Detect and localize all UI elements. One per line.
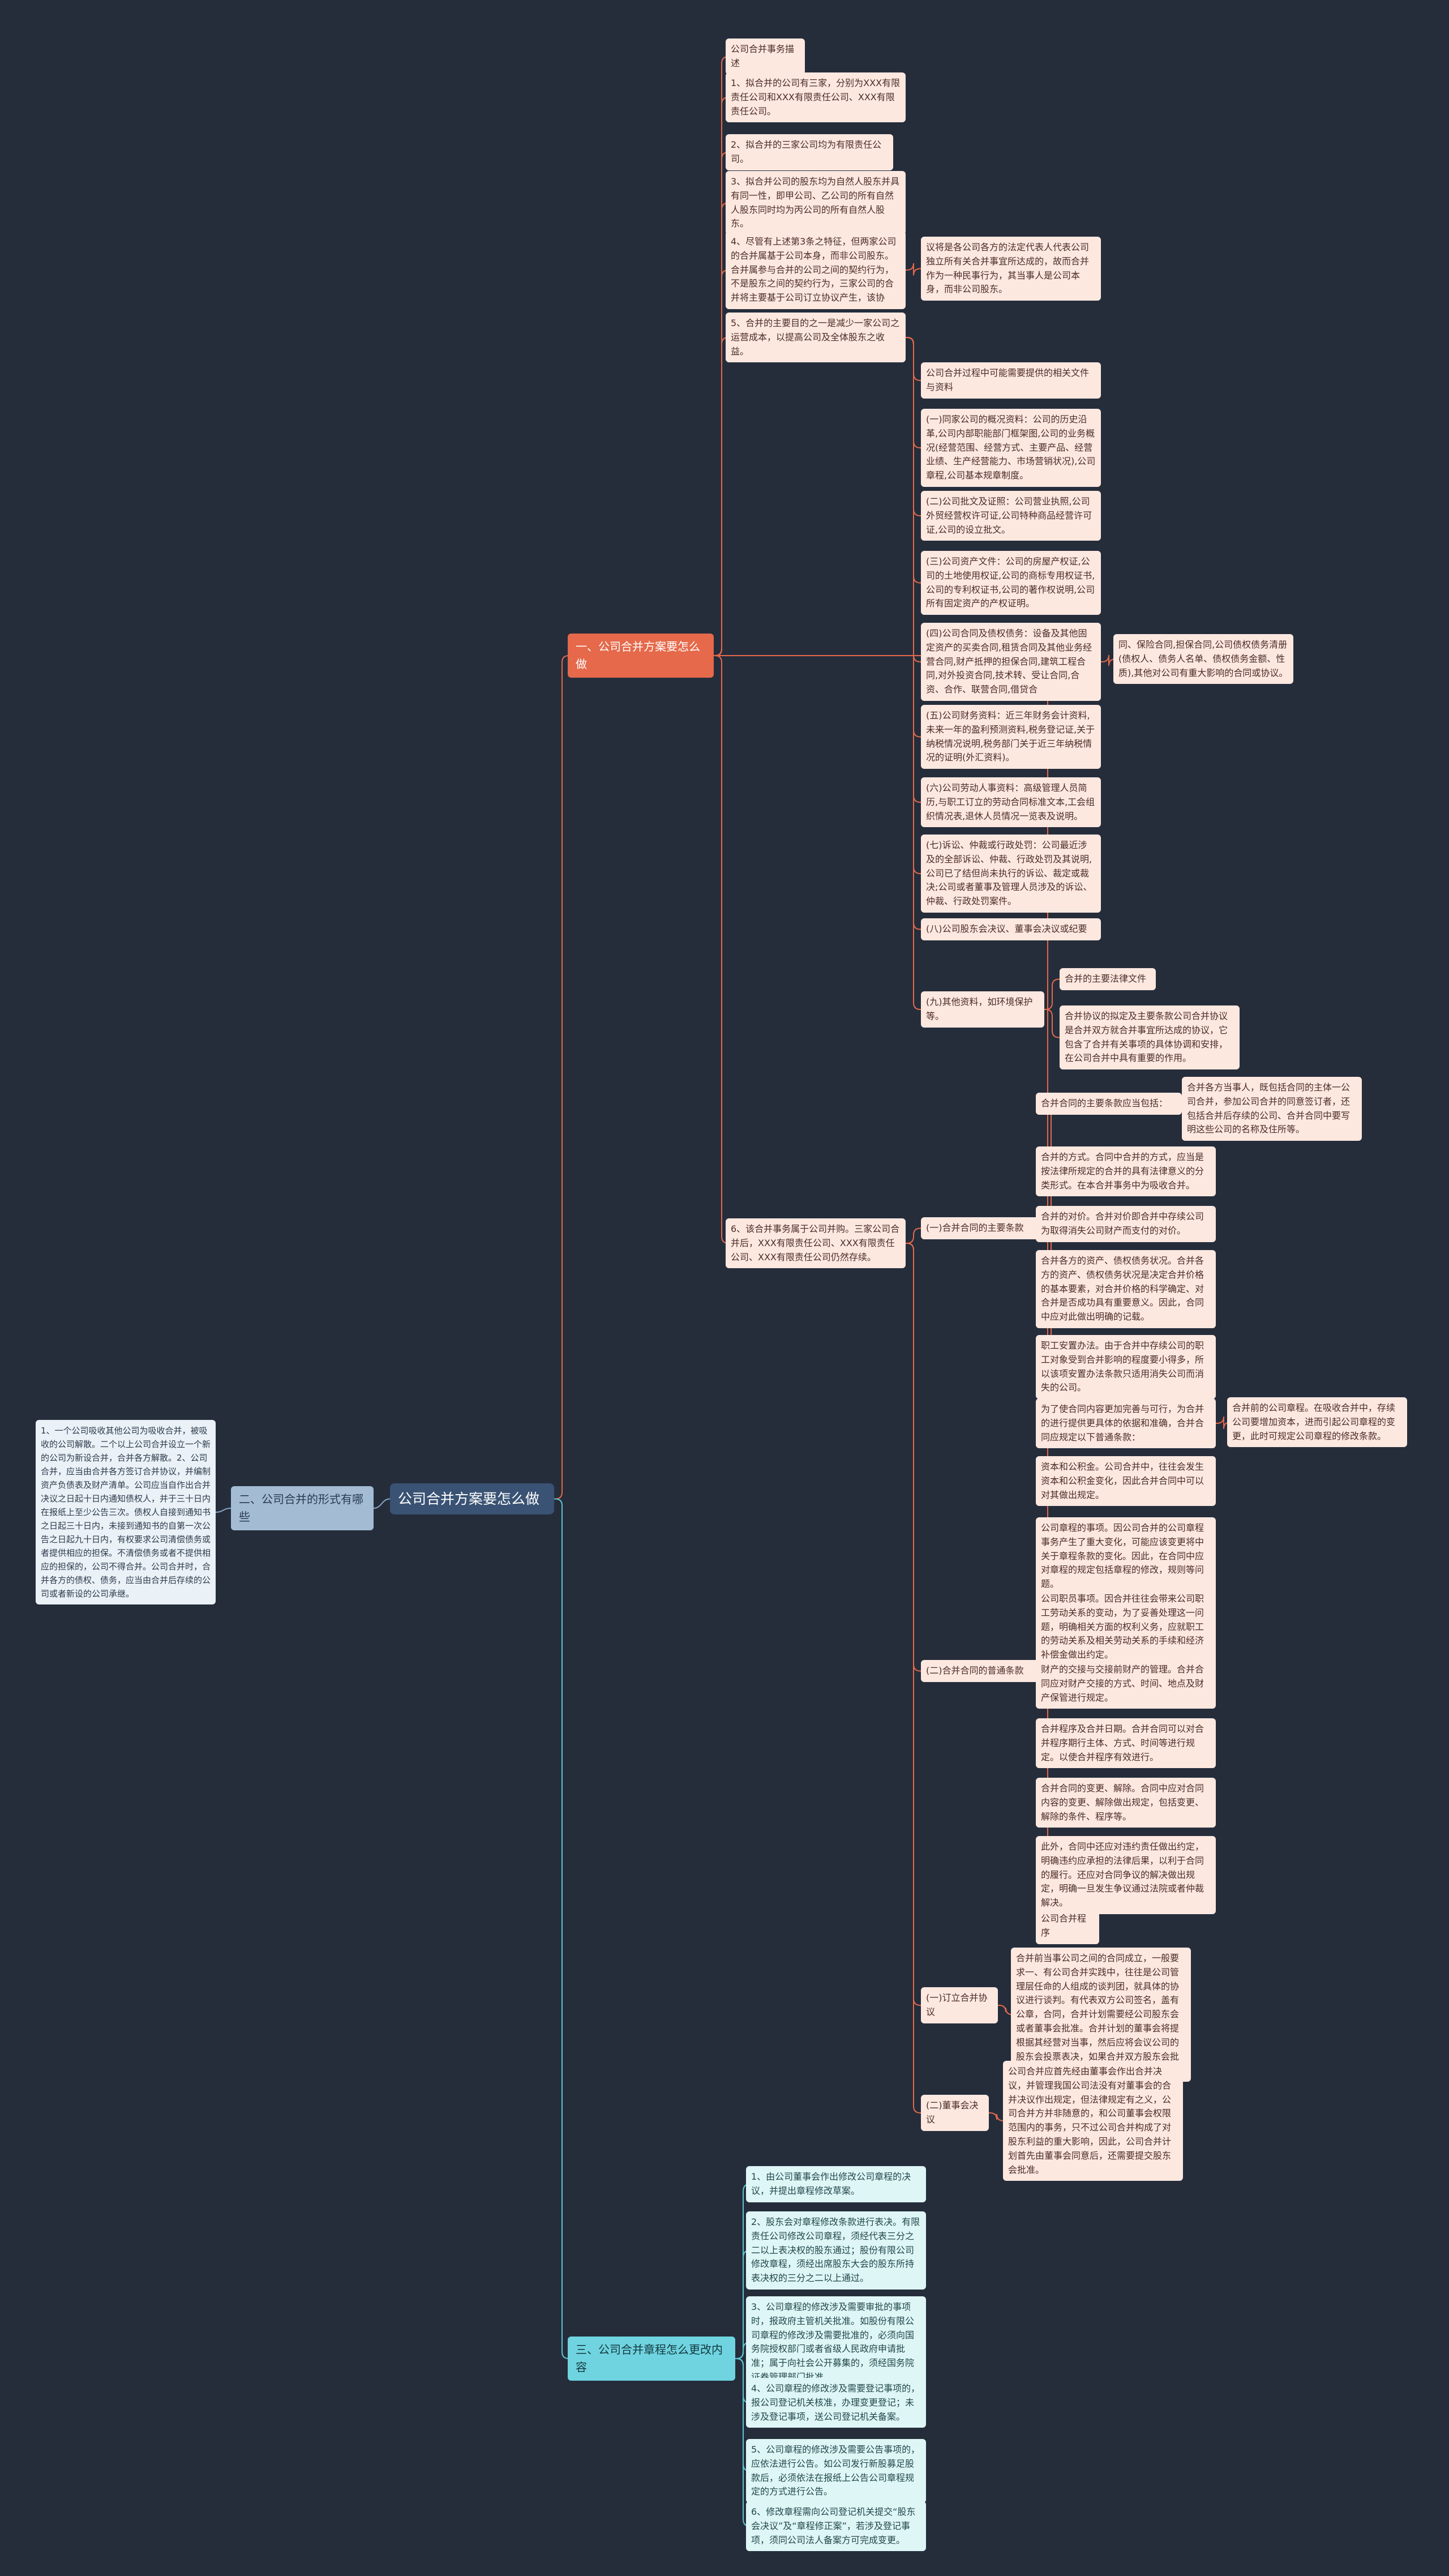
root-topic[interactable]: 公司合并方案要怎么做 xyxy=(390,1483,554,1514)
list-item: (三)公司资产文件：公司的房屋产权证,公司的土地使用权证,公司的商标专用权证书,… xyxy=(921,551,1101,615)
connector xyxy=(373,1498,391,1509)
list-item: 此外，合同中还应对违约责任做出约定，明确违约应承担的法律后果，以利于合同的履行。… xyxy=(1036,1836,1216,1914)
connector xyxy=(554,1498,569,2359)
connector xyxy=(989,2112,1004,2121)
list-item: (四)公司合同及债权债务：设备及其他固定资产的买卖合同,租赁合同及其他业务经营合… xyxy=(921,623,1101,701)
list-item: (二)公司批文及证照：公司营业执照,公司外贸经营权许可证,公司特种商品经营许可证… xyxy=(921,491,1101,541)
list-item: 合并协议的拟定及主要条款公司合并协议是合并双方就合并事宜所达成的协议，它包含了合… xyxy=(1060,1005,1240,1070)
branch-merger-forms[interactable]: 二、公司合并的形式有哪些 xyxy=(231,1486,374,1530)
list-item: 合并合同的主要条款应当包括： xyxy=(1036,1093,1182,1115)
list-item: 公司章程的事项。因公司合并的公司章程事务产生了重大变化，可能应该变更将中关于章程… xyxy=(1036,1517,1216,1595)
list-item: 公司合并程序 xyxy=(1036,1908,1099,1944)
contract-general-terms[interactable]: (二)合并合同的普通条款 xyxy=(921,1660,1040,1682)
board-resolution[interactable]: (二)董事会决议 xyxy=(921,2095,989,2131)
docs-lead[interactable]: 公司合并过程中可能需要提供的相关文件与资料 xyxy=(921,362,1101,399)
merger-forms-summary: 1、一个公司吸收其他公司为吸收合并，被吸收的公司解散。二个以上公司合并设立一个新… xyxy=(36,1420,216,1604)
list-item: 合并的对价。合并对价即合并中存续公司为取得消失公司财产而支付的对价。 xyxy=(1036,1206,1216,1242)
list-item: 3、拟合并公司的股东均为自然人股东并具有同一性，即甲公司、乙公司的所有自然人股东… xyxy=(726,171,906,236)
list-item: (八)公司股东会决议、董事会决议或纪要 xyxy=(921,918,1101,940)
list-item: 5、公司章程的修改涉及需要公告事项的，应依法进行公告。如公司发行新股募足股款后，… xyxy=(746,2439,926,2504)
connector xyxy=(1101,654,1116,666)
list-item: 6、修改章程需向公司登记机关提交“股东会决议”及“章程修正案”，若涉及登记事项，… xyxy=(746,2501,926,2552)
connector xyxy=(215,1508,232,1513)
list-item: 合并各方当事人，既包括合同的主体一公司合并，参加公司合并的同意签订者，还包括合并… xyxy=(1182,1077,1362,1141)
list-item: (五)公司财务资料：近三年财务会计资料,未来一年的盈利预测资料,税务登记证,关于… xyxy=(921,705,1101,769)
list-item: 资本和公积金。公司合并中，往往会发生资本和公积金变化，因此合并合同中可以对其做出… xyxy=(1036,1456,1216,1507)
list-item: 公司职员事项。因合并往往会带来公司职工劳动关系的变动，为了妥善处理这一问题，明确… xyxy=(1036,1588,1216,1666)
connector xyxy=(998,2005,1013,2016)
list-item: (七)诉讼、仲裁或行政处罚：公司最近涉及的全部诉讼、仲裁、行政处罚及其说明,公司… xyxy=(921,835,1101,913)
list-item: 合并前当事公司之间的合同成立，一般要求一、有公司合并实践中，往往是公司管理层任命… xyxy=(1011,1948,1191,2082)
list-item: 3、公司章程的修改涉及需要审批的事项时，报政府主管机关批准。如股份有限公司章程的… xyxy=(746,2296,926,2389)
list-item: 职工安置办法。由于合并中存续公司的职工对象受到合并影响的程度要小得多，所以该项安… xyxy=(1036,1335,1216,1400)
branch-amend-articles[interactable]: 三、公司合并章程怎么更改内容 xyxy=(568,2337,735,2381)
connector xyxy=(714,655,729,1244)
connector xyxy=(554,655,569,1500)
section-six[interactable]: 6、该合并事务属于公司并购。三家公司合并后，XXX有限责任公司、XXX有限责任公… xyxy=(726,1218,906,1269)
list-item: 合并程序及合并日期。合并合同可以对合并程序期行主体、方式、时间等进行规定。以使合… xyxy=(1036,1718,1216,1769)
connector xyxy=(1044,1009,1060,1038)
list-item: 4、尽管有上述第3条之特征，但两家公司的合并属基于公司本身，而非公司股东。合并属… xyxy=(726,231,906,309)
connector xyxy=(714,337,729,656)
contract-main-terms[interactable]: (一)合并合同的主要条款 xyxy=(921,1217,1043,1239)
list-item: 5、合并的主要目的之一是减少一家公司之运营成本，以提高公司及全体股东之收益。 xyxy=(726,313,906,363)
connector xyxy=(906,263,921,276)
list-item: 合并各方的资产、债权债务状况。合并各方的资产、债权债务状况是决定合并价格的基本要… xyxy=(1036,1250,1216,1328)
sign-agreement[interactable]: (一)订立合并协议 xyxy=(921,1987,998,2023)
list-item: 同、保险合同,担保合同,公司债权债务清册(债权人、债务人名单、债权债务金额、性质… xyxy=(1113,634,1293,684)
list-item: 财产的交接与交接前财产的管理。合并合同应对财产交接的方式、时间、地点及财产保管进… xyxy=(1036,1659,1216,1709)
connector xyxy=(1044,978,1060,1010)
list-item: 合并的方式。合同中合并的方式，应当是按法律所规定的合并的具有法律意义的分类形式。… xyxy=(1036,1146,1216,1197)
list-item: 为了使合同内容更加完善与可行，为合并的进行提供更具体的依据和准确，合并合同应规定… xyxy=(1036,1398,1216,1449)
list-item: 2、股东会对章程修改条款进行表决。有限责任公司修改公司章程，须经代表三分之二以上… xyxy=(746,2211,926,2290)
list-item: (一)同家公司的概况资料：公司的历史沿革,公司内部职能部门框架图,公司的业务概况… xyxy=(921,409,1101,487)
branch-merger-plan[interactable]: 一、公司合并方案要怎么做 xyxy=(568,634,714,678)
connector xyxy=(906,1243,921,2113)
list-item: 议将是各公司各方的法定代表人代表公司独立所有关合并事宜所达成的，故而合并作为一种… xyxy=(921,237,1101,301)
list-item[interactable]: (九)其他资料，如环境保护等。 xyxy=(921,991,1044,1028)
connector xyxy=(906,1227,921,1244)
list-item: 1、拟合并的公司有三家，分别为XXX有限责任公司和XXX有限责任公司、XXX有限… xyxy=(726,72,906,123)
list-item: 合并的主要法律文件 xyxy=(1060,968,1156,990)
list-item: (六)公司劳动人事资料：高级管理人员简历,与职工订立的劳动合同标准文本,工会组织… xyxy=(921,777,1101,828)
list-item: 4、公司章程的修改涉及需要登记事项的，报公司登记机关核准，办理变更登记；未涉及登… xyxy=(746,2378,926,2428)
list-item: 公司合并应首先经由董事会作出合并决议，并管理我国公司法没有对董事会的合并决议作出… xyxy=(1003,2061,1183,2181)
connector xyxy=(906,337,921,1010)
list-item: 2、拟合并的三家公司均为有限责任公司。 xyxy=(726,134,893,170)
list-item: 合并前的公司章程。在吸收合并中，存续公司要增加资本，进而引起公司章程的变更，此时… xyxy=(1227,1397,1407,1448)
list-item: 公司合并事务描述 xyxy=(726,38,805,75)
list-item: 合并合同的变更、解除。合同中应对合同内容的变更、解除做出规定，包括变更、解除的条… xyxy=(1036,1778,1216,1828)
list-item: 1、由公司董事会作出修改公司章程的决议，并提出章程修改草案。 xyxy=(746,2166,926,2202)
